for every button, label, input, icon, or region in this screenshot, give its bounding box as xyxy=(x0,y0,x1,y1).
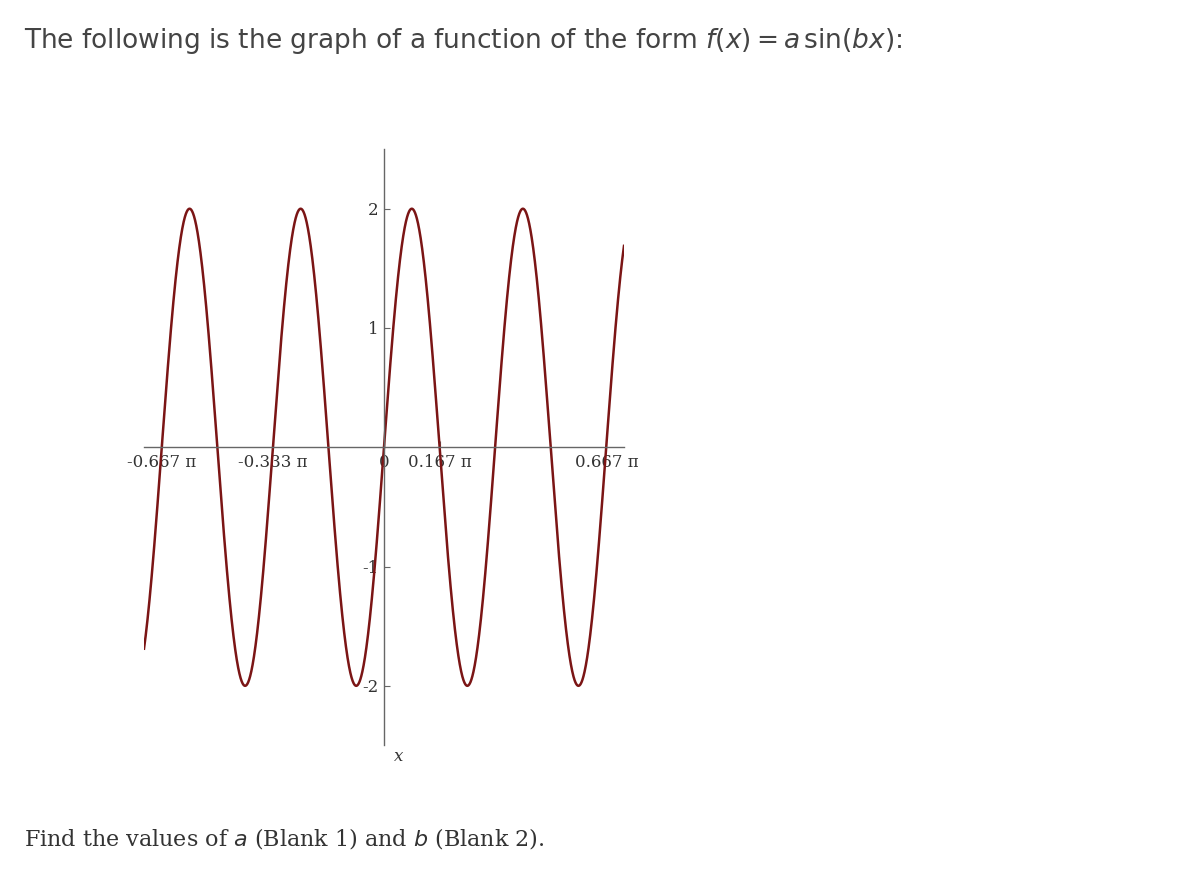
Text: Find the values of $a$ (Blank 1) and $b$ (Blank 2).: Find the values of $a$ (Blank 1) and $b$… xyxy=(24,825,545,851)
Text: x: x xyxy=(394,748,403,766)
Text: The following is the graph of a function of the form $f(x) = a\,\sin(bx)$:: The following is the graph of a function… xyxy=(24,26,902,56)
